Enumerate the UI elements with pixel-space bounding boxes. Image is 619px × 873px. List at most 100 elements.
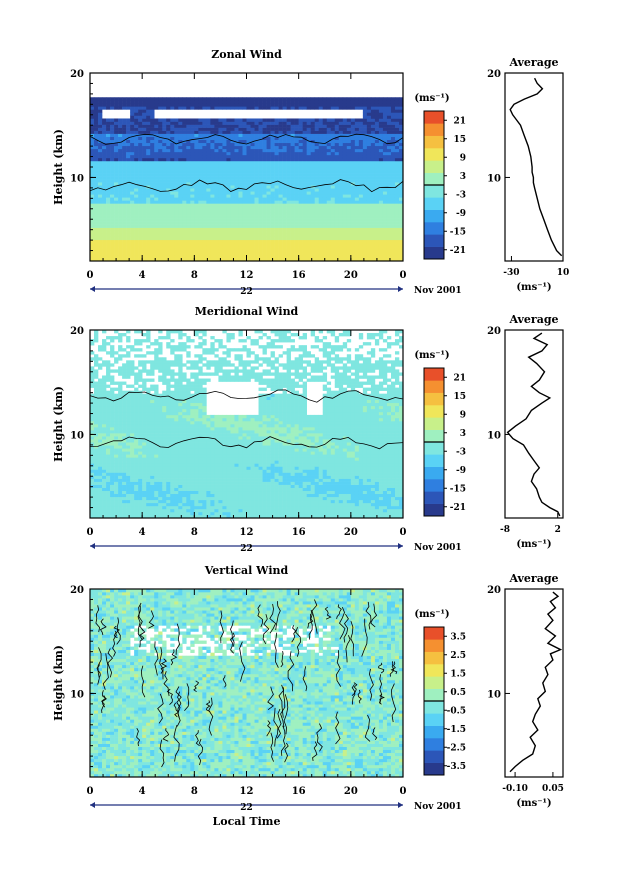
contour-line [267,686,274,711]
colorbar-swatch [424,405,444,418]
contour-line [208,697,214,736]
contour-line [351,684,356,705]
colorbar-swatch [424,111,444,124]
contour-line [173,725,180,762]
profile-line [509,591,563,773]
contour-line [345,635,351,663]
contour-line [316,723,323,752]
colorbar-swatch [424,713,444,726]
x-tick-label: 20 [344,270,358,281]
y-tick-label: 20 [70,585,84,596]
colorbar-swatch [424,209,444,223]
contour-line [276,708,282,739]
x-tick-label: 16 [292,527,306,538]
contour-line [113,625,120,639]
profile-x-tick-label: 10 [557,268,570,278]
contour-line [283,694,289,735]
contour-line [275,601,281,631]
contour-line [351,682,358,696]
colorbar-swatch [424,479,444,492]
contour-line [311,599,318,634]
profile-x-tick-label: -30 [503,268,519,278]
contour-line [308,609,313,640]
colorbar-unit: (ms⁻¹) [414,350,449,361]
contour-line [379,693,385,705]
profile-x-tick-label: 2 [555,525,561,535]
contour-line [140,665,146,698]
contour-line [266,720,271,737]
colorbar-swatch [424,135,444,149]
x-axis-label: Local Time [213,815,281,828]
contour-line [222,675,227,688]
x-tick-label: 4 [139,786,146,797]
colorbar-swatch [424,503,444,517]
contour-line [175,623,181,655]
wind-panel-0: Zonal Wind 20 10 Height (km) 0 4 8 12 16 20 0 22 Nov… [52,48,569,297]
colorbar-tick-label: 21 [453,116,466,126]
contour-line [336,650,342,687]
contour-line [273,707,279,747]
contour-line [154,641,159,676]
colorbar-tick-label: 3 [460,429,466,439]
profile-frame [504,588,564,778]
contour-line [173,702,180,718]
colorbar-tick-label: -3 [456,190,466,200]
contour-line [195,730,200,747]
colorbar-swatch [424,491,444,504]
contour-line [336,604,342,619]
contour-line [284,742,289,763]
colorbar-swatch [424,234,444,247]
x-tick-label: 16 [292,270,306,281]
contour-line [287,651,295,692]
contour-line [239,641,246,682]
date-bar-arrow [90,802,95,808]
colorbar-swatch [424,442,444,455]
date-label: Nov 2001 [414,543,462,553]
contour-line [357,689,362,704]
profile-x-tick-label: -0.10 [502,784,528,794]
colorbar-tick-label: 21 [453,373,466,383]
x-tick-label: 16 [292,786,306,797]
contour-line [257,604,264,628]
colorbar-swatch [424,197,444,210]
contour-line [159,647,164,680]
colorbar-tick-label: -3.5 [447,762,466,772]
colorbar-swatch [424,664,444,677]
colorbar-tick-label: -1.5 [447,725,466,735]
contour-line [148,610,155,629]
contour-line [219,610,224,644]
x-tick-label: 20 [344,786,358,797]
colorbar-swatch [424,417,444,430]
heatmap-cells [90,97,404,262]
x-tick-label: 20 [344,527,358,538]
colorbar-tick-label: 1.5 [450,669,466,679]
colorbar-swatch [424,627,444,640]
contour-line [97,647,102,685]
profile-y-tick-label: 20 [487,326,501,337]
x-tick-label: 0 [87,527,94,538]
date-label: Nov 2001 [414,286,462,296]
x-tick-label: 12 [240,270,254,281]
colorbar-swatch [424,222,444,235]
contour-line [270,732,274,762]
contour-line [378,662,385,674]
contour-line [364,714,371,742]
colorbar-swatch [424,148,444,161]
contour-line [160,658,168,674]
contour-line [95,605,101,633]
contour-line [372,727,378,740]
contour-line [136,728,141,747]
x-tick-label: 8 [191,786,198,797]
colorbar-swatch [424,429,444,443]
wind-panel-2: Vertical Wind 20 10 Height (km) 0 4 8 12 16 20 0 22… [52,564,564,828]
contour-line [350,620,355,657]
y-tick-label: 10 [70,173,84,184]
date-bar-arrow [90,286,95,292]
profile-y-tick-label: 10 [487,173,501,184]
y-tick-label: 10 [70,430,84,441]
colorbar-tick-label: -15 [450,484,466,494]
profile-x-label: (ms⁻¹) [516,539,551,550]
colorbar-swatch [424,738,444,751]
profile-x-label: (ms⁻¹) [516,798,551,809]
